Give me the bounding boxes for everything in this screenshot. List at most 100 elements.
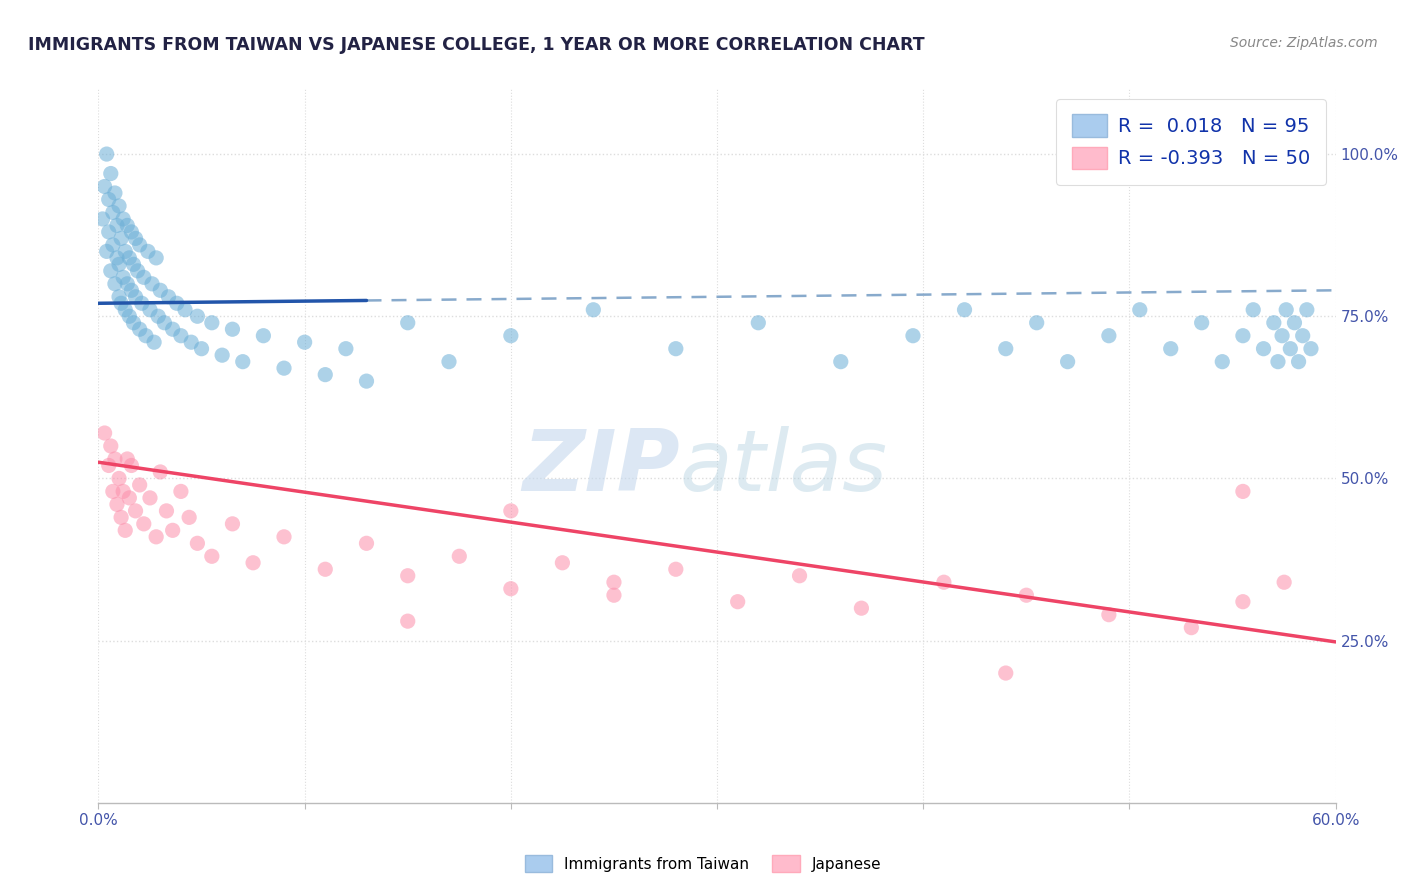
Point bbox=[953, 302, 976, 317]
Point bbox=[101, 238, 124, 252]
Point bbox=[499, 582, 522, 596]
Point bbox=[110, 296, 132, 310]
Point bbox=[162, 524, 184, 538]
Point bbox=[499, 328, 522, 343]
Text: IMMIGRANTS FROM TAIWAN VS JAPANESE COLLEGE, 1 YEAR OR MORE CORRELATION CHART: IMMIGRANTS FROM TAIWAN VS JAPANESE COLLE… bbox=[28, 36, 925, 54]
Point bbox=[170, 328, 193, 343]
Point bbox=[1279, 342, 1302, 356]
Text: ZIP: ZIP bbox=[522, 425, 681, 509]
Point bbox=[180, 335, 202, 350]
Point bbox=[108, 290, 131, 304]
Point bbox=[499, 504, 522, 518]
Point bbox=[1232, 328, 1254, 343]
Point bbox=[314, 368, 336, 382]
Point bbox=[105, 219, 128, 233]
Point bbox=[1160, 342, 1182, 356]
Point bbox=[356, 536, 378, 550]
Point bbox=[104, 452, 127, 467]
Point bbox=[582, 302, 605, 317]
Point bbox=[335, 342, 357, 356]
Point bbox=[665, 342, 688, 356]
Point bbox=[108, 199, 131, 213]
Point bbox=[93, 179, 115, 194]
Point bbox=[149, 465, 172, 479]
Point bbox=[101, 205, 124, 219]
Point bbox=[901, 328, 924, 343]
Point bbox=[141, 277, 163, 291]
Point bbox=[1299, 342, 1322, 356]
Point bbox=[1288, 354, 1310, 368]
Point bbox=[1263, 316, 1285, 330]
Point bbox=[139, 302, 162, 317]
Point bbox=[120, 458, 142, 473]
Point bbox=[166, 296, 188, 310]
Point bbox=[118, 491, 141, 505]
Point bbox=[747, 316, 769, 330]
Point bbox=[396, 568, 419, 582]
Text: atlas: atlas bbox=[681, 425, 889, 509]
Point bbox=[128, 322, 150, 336]
Point bbox=[273, 530, 295, 544]
Point bbox=[112, 270, 135, 285]
Point bbox=[105, 251, 128, 265]
Point bbox=[932, 575, 955, 590]
Point bbox=[93, 425, 115, 440]
Point bbox=[153, 316, 176, 330]
Point bbox=[139, 491, 162, 505]
Point bbox=[201, 549, 224, 564]
Point bbox=[122, 316, 145, 330]
Point bbox=[1025, 316, 1047, 330]
Point bbox=[132, 516, 155, 531]
Point bbox=[1211, 354, 1233, 368]
Point bbox=[174, 302, 197, 317]
Point bbox=[1292, 328, 1315, 343]
Point bbox=[356, 374, 378, 388]
Point bbox=[1271, 328, 1294, 343]
Point bbox=[1275, 302, 1298, 317]
Point bbox=[1191, 316, 1213, 330]
Point bbox=[1295, 302, 1317, 317]
Point bbox=[190, 342, 212, 356]
Point bbox=[105, 497, 128, 511]
Point bbox=[1180, 621, 1202, 635]
Point bbox=[100, 264, 122, 278]
Point bbox=[603, 575, 626, 590]
Point bbox=[396, 316, 419, 330]
Point bbox=[118, 310, 141, 324]
Point bbox=[232, 354, 254, 368]
Y-axis label: College, 1 year or more: College, 1 year or more bbox=[0, 348, 8, 544]
Point bbox=[118, 251, 141, 265]
Point bbox=[97, 458, 120, 473]
Point bbox=[110, 231, 132, 245]
Point bbox=[273, 361, 295, 376]
Point bbox=[114, 524, 136, 538]
Point bbox=[96, 147, 118, 161]
Point bbox=[91, 211, 114, 226]
Point bbox=[149, 283, 172, 297]
Point bbox=[143, 335, 166, 350]
Point bbox=[104, 186, 127, 200]
Point bbox=[145, 530, 167, 544]
Point bbox=[396, 614, 419, 628]
Point bbox=[314, 562, 336, 576]
Point bbox=[437, 354, 460, 368]
Point bbox=[186, 536, 208, 550]
Point bbox=[851, 601, 873, 615]
Legend: R =  0.018   N = 95, R = -0.393   N = 50: R = 0.018 N = 95, R = -0.393 N = 50 bbox=[1056, 99, 1326, 185]
Point bbox=[132, 270, 155, 285]
Point bbox=[1098, 328, 1121, 343]
Point bbox=[135, 328, 157, 343]
Legend: Immigrants from Taiwan, Japanese: Immigrants from Taiwan, Japanese bbox=[517, 847, 889, 880]
Point bbox=[449, 549, 471, 564]
Point bbox=[145, 251, 167, 265]
Point bbox=[157, 290, 180, 304]
Point bbox=[603, 588, 626, 602]
Point bbox=[179, 510, 201, 524]
Point bbox=[252, 328, 274, 343]
Point bbox=[131, 296, 153, 310]
Point bbox=[110, 510, 132, 524]
Point bbox=[114, 302, 136, 317]
Point bbox=[128, 238, 150, 252]
Point bbox=[114, 244, 136, 259]
Point bbox=[994, 666, 1017, 681]
